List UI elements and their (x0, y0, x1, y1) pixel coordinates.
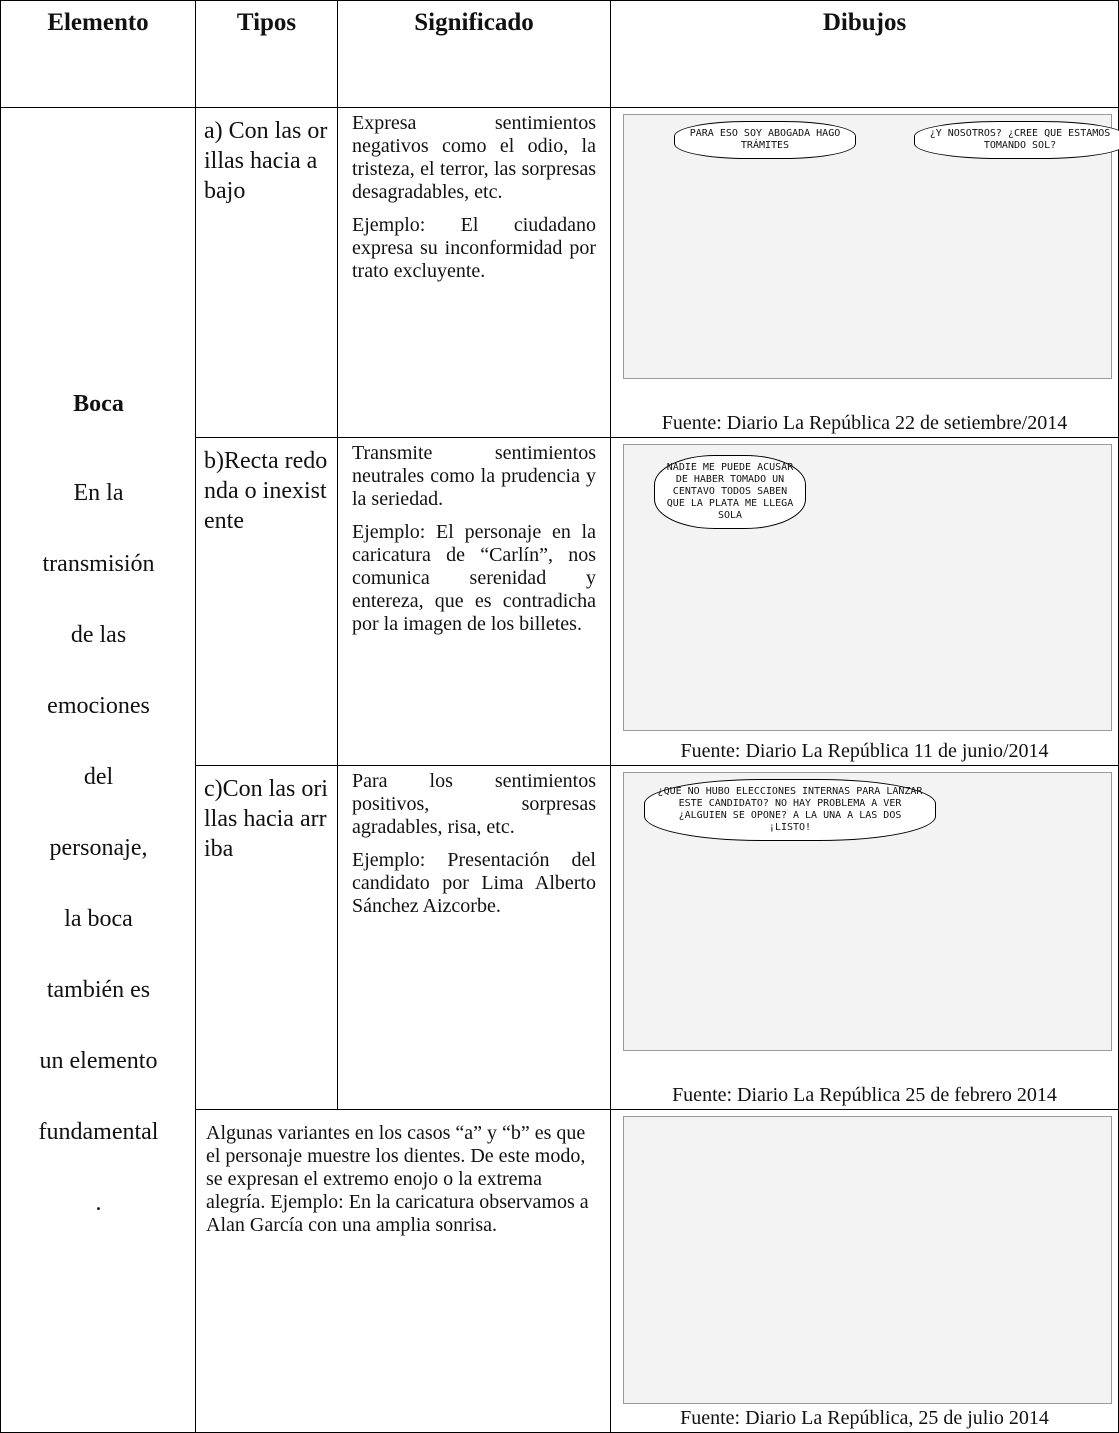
drawing-cell: PARA ESO SOY ABOGADA HAGO TRÁMITES ¿Y NOS… (610, 107, 1119, 438)
meaning-cell: Transmite sentimientos neutrales como la… (337, 437, 611, 766)
element-line: la boca (64, 906, 133, 932)
meaning-paragraph: Para los sentimientos positivos, sorpres… (352, 770, 596, 838)
speech-bubble: ¿QUE NO HUBO ELECCIONES INTERNAS PARA LA… (644, 779, 936, 841)
cartoon: ¿QUE NO HUBO ELECCIONES INTERNAS PARA LA… (623, 772, 1112, 1051)
element-line: . (95, 1190, 102, 1216)
header-cell: Tipos (195, 0, 338, 108)
variant-text: Algunas variantes en los casos “a” y “b”… (195, 1109, 611, 1433)
element-cell: Boca En la transmisión de las emociones del p… (0, 107, 196, 1433)
meaning-cell: Para los sentimientos positivos, sorpres… (337, 765, 611, 1110)
element-line: también es (46, 977, 151, 1003)
meaning-cell: Expresa sentimientos negativos como el o… (337, 107, 611, 438)
meaning-paragraph: Ejemplo: Presentación del candidato por … (352, 849, 596, 917)
drawing-cell: ¿QUE NO HUBO ELECCIONES INTERNAS PARA LA… (610, 765, 1119, 1110)
drawing-cell: NADIE ME PUEDE ACUSAR DE HABER TOMADO UN… (610, 437, 1119, 766)
header-cell: Significado (337, 0, 611, 108)
source: Fuente: Diario La República 11 de junio/… (680, 740, 1049, 762)
source: Fuente: Diario La República 22 de setiem… (661, 412, 1068, 434)
element-line: En la (73, 480, 124, 506)
speech-bubble: NADIE ME PUEDE ACUSAR DE HABER TOMADO UN… (654, 455, 806, 529)
element-line: del (83, 764, 114, 790)
source: Fuente: Diario La República, 25 de julio… (680, 1407, 1049, 1429)
cartoon: PARA ESO SOY ABOGADA HAGO TRÁMITES ¿Y NOS… (623, 114, 1119, 379)
cartoon (623, 1116, 1112, 1404)
element-title: Boca (73, 391, 124, 417)
meaning-paragraph: Transmite sentimientos neutrales como la… (352, 442, 596, 510)
cartoon: NADIE ME PUEDE ACUSAR DE HABER TOMADO UN… (623, 444, 1112, 731)
header-cell: Elemento (0, 0, 196, 108)
element-line: personaje, (49, 835, 148, 861)
source: Fuente: Diario La República 25 de febrer… (672, 1084, 1057, 1106)
element-line: transmisión (42, 551, 155, 577)
type-cell: b)Recta redonda o inexistente (195, 437, 338, 766)
header-cell: Dibujos (610, 0, 1119, 108)
type-cell: c)Con las orillas hacia arriba (195, 765, 338, 1110)
element-line: fundamental (38, 1119, 159, 1145)
speech-bubble: ¿Y NOSOTROS? ¿CREE QUE ESTAMOS TOMANDO S… (914, 121, 1119, 159)
type-cell: a) Con las orillas hacia abajo (195, 107, 338, 438)
meaning-paragraph: Ejemplo: El ciudadano expresa su inconfo… (352, 214, 596, 282)
element-line: de las (70, 622, 127, 648)
meaning-paragraph: Expresa sentimientos negativos como el o… (352, 112, 596, 203)
speech-bubble: PARA ESO SOY ABOGADA HAGO TRÁMITES (674, 121, 856, 159)
element-line: emociones (47, 693, 150, 719)
element-line: un elemento (39, 1048, 158, 1074)
meaning-paragraph: Ejemplo: El personaje en la caricatura d… (352, 521, 596, 635)
drawing-cell: Fuente: Diario La República, 25 de julio… (610, 1109, 1119, 1433)
